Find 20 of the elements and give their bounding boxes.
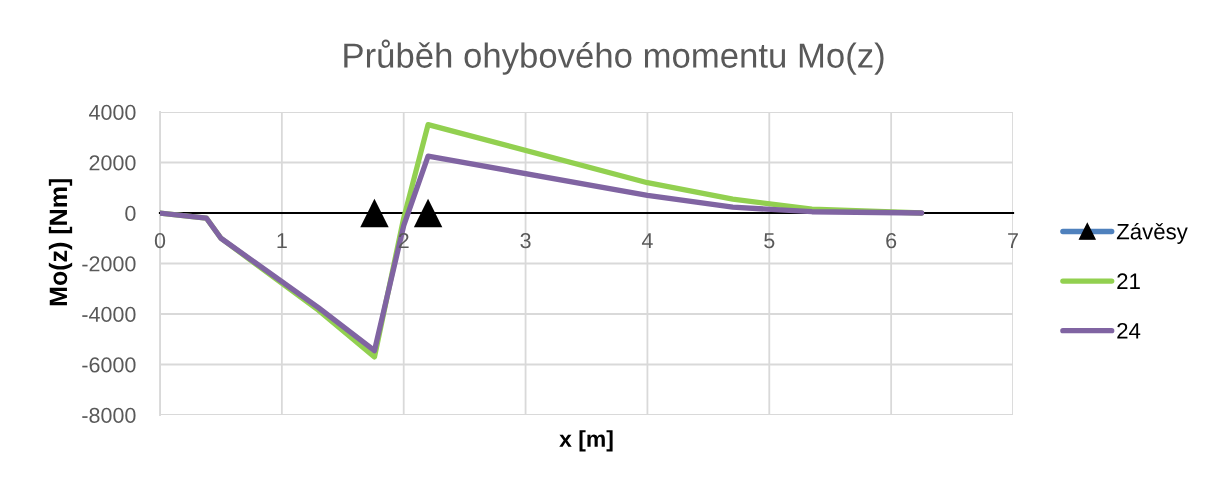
y-axis-title: Mo(z) [Nm] — [48, 179, 73, 306]
chart-title: Průběh ohybového momentu Mo(z) — [344, 39, 884, 75]
y-tick-label: 2000 — [89, 155, 136, 171]
y-tick-label: -2000 — [82, 256, 136, 272]
y-tick-label: 4000 — [89, 104, 136, 121]
legend-label: 21 — [1117, 273, 1140, 289]
y-tick-label: -8000 — [82, 407, 136, 424]
x-tick-label: 0 — [154, 233, 166, 249]
x-tick-label: 5 — [764, 233, 775, 249]
x-axis-title: x [m] — [559, 430, 613, 452]
y-tick-label: 0 — [125, 205, 136, 222]
y-tick-label: -6000 — [82, 357, 136, 373]
legend-label: Závěsy — [1116, 222, 1188, 244]
x-tick-label: 1 — [277, 233, 287, 249]
x-tick-label: 7 — [1008, 233, 1018, 249]
legend-label: 24 — [1117, 322, 1141, 339]
y-tick-label: -4000 — [82, 306, 136, 323]
x-tick-label: 4 — [641, 233, 653, 249]
x-tick-label: 3 — [520, 233, 531, 249]
x-tick-label: 6 — [886, 233, 897, 249]
